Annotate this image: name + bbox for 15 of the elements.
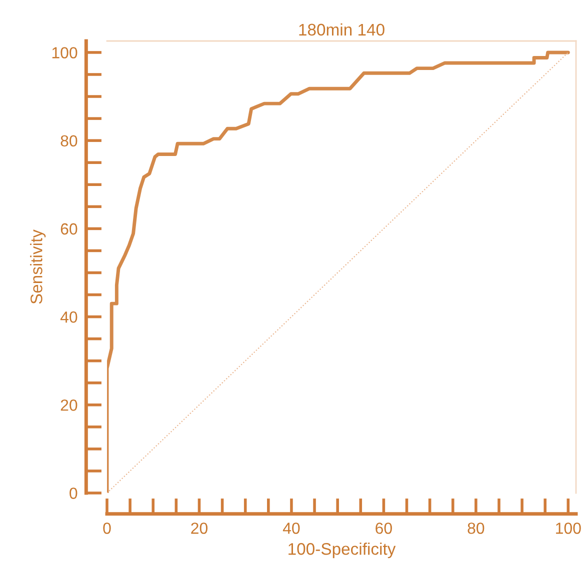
x-tick-label: 80 xyxy=(468,522,484,534)
x-axis-title: 100-Specificity xyxy=(288,542,396,558)
y-tick-label: 60 xyxy=(60,223,78,235)
y-axis-title: Sensitivity xyxy=(30,230,46,304)
x-tick-label: 100 xyxy=(556,522,581,534)
y-tick-label: 0 xyxy=(70,488,78,499)
y-tick-label: 100 xyxy=(52,47,78,58)
y-tick-label: 80 xyxy=(60,135,78,147)
x-tick-label: 20 xyxy=(191,522,208,534)
x-tick-label: 40 xyxy=(282,522,300,534)
y-tick-label: 20 xyxy=(60,400,78,411)
x-tick-label: 0 xyxy=(103,522,111,534)
chart-title: 180min 140 xyxy=(299,23,384,36)
y-tick-label: 40 xyxy=(60,311,78,323)
x-tick-label: 60 xyxy=(376,522,392,534)
